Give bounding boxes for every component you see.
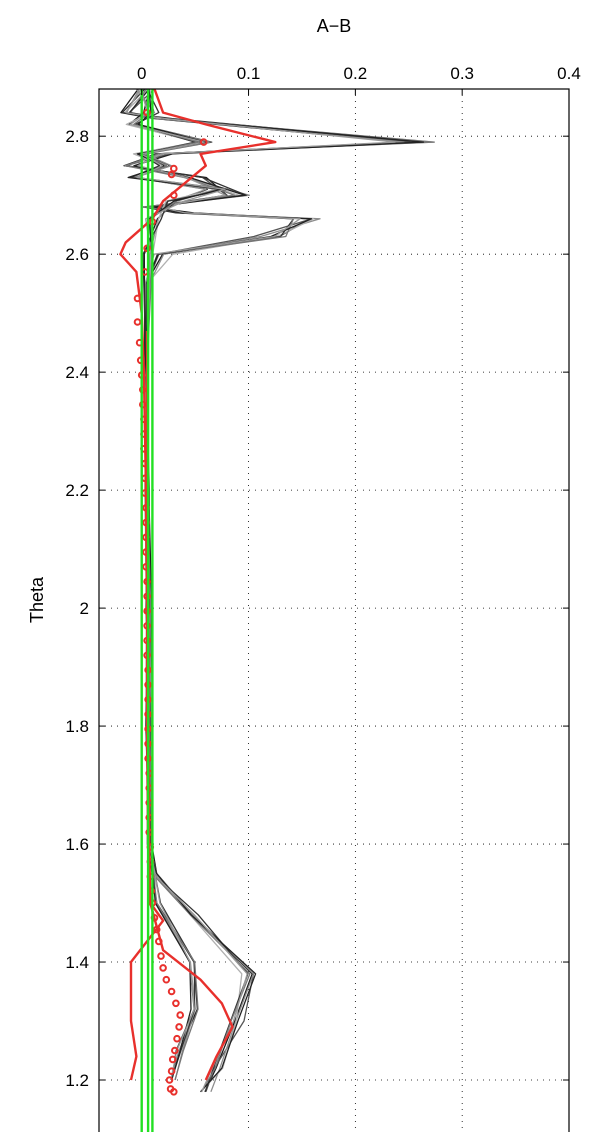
y-tick-label: 1.8: [65, 717, 89, 736]
red-circle-marker: [173, 1034, 181, 1043]
y-tick-label: 1.6: [65, 835, 89, 854]
red-circle-marker: [170, 191, 178, 199]
x-tick-label: 0.2: [344, 64, 368, 83]
red-circle-marker: [133, 318, 142, 326]
red-circle-marker: [165, 1076, 174, 1084]
red-circle-marker: [157, 952, 165, 960]
x-axis-label: A−B: [317, 16, 352, 36]
red-circle-marker: [168, 1055, 177, 1064]
red-circle-marker: [167, 1067, 176, 1075]
x-tick-label: 0: [137, 64, 146, 83]
red-circle-marker: [167, 170, 176, 179]
red-circle-marker: [170, 164, 178, 173]
y-axis-label: Theta: [27, 576, 47, 623]
red-circle-marker: [152, 925, 161, 934]
plot-background: [99, 89, 569, 1132]
red-circle-marker: [162, 975, 171, 984]
y-tick-label: 1.4: [65, 953, 89, 972]
y-tick-label: 2.8: [65, 127, 89, 146]
y-tick-label: 2.2: [65, 481, 89, 500]
red-circle-marker: [176, 1011, 184, 1019]
y-tick-label: 2.4: [65, 363, 89, 382]
x-tick-label: 0.3: [450, 64, 474, 83]
ensemble-line: [125, 89, 396, 1093]
red-circle-marker: [159, 964, 167, 972]
x-tick-label: 0.4: [557, 64, 581, 83]
ensemble-line: [129, 89, 226, 1081]
y-tick-label: 1.2: [65, 1071, 89, 1090]
y-tick-label: 2: [80, 599, 89, 618]
y-tick-label: 2.6: [65, 245, 89, 264]
red-circle-marker: [167, 987, 176, 996]
red-circle-marker: [171, 1046, 179, 1055]
plot-frame: [98, 88, 570, 1132]
x-tick-label: 0.1: [237, 64, 261, 83]
red-circle-marker: [170, 1088, 178, 1096]
axis-ticks: 0 0.1 0.2 0.3 0.4 1.2 1.4 1.6 1.8 2 2.2 2.4 2.6 2.8: [65, 64, 581, 1090]
red-circle-marker: [133, 294, 142, 303]
red-circle-marker: [175, 1023, 183, 1031]
red-circle-marker: [172, 999, 180, 1008]
red-circle-marker: [199, 138, 208, 146]
red-circle-marker: [155, 937, 163, 946]
series-group: [119, 89, 435, 1132]
